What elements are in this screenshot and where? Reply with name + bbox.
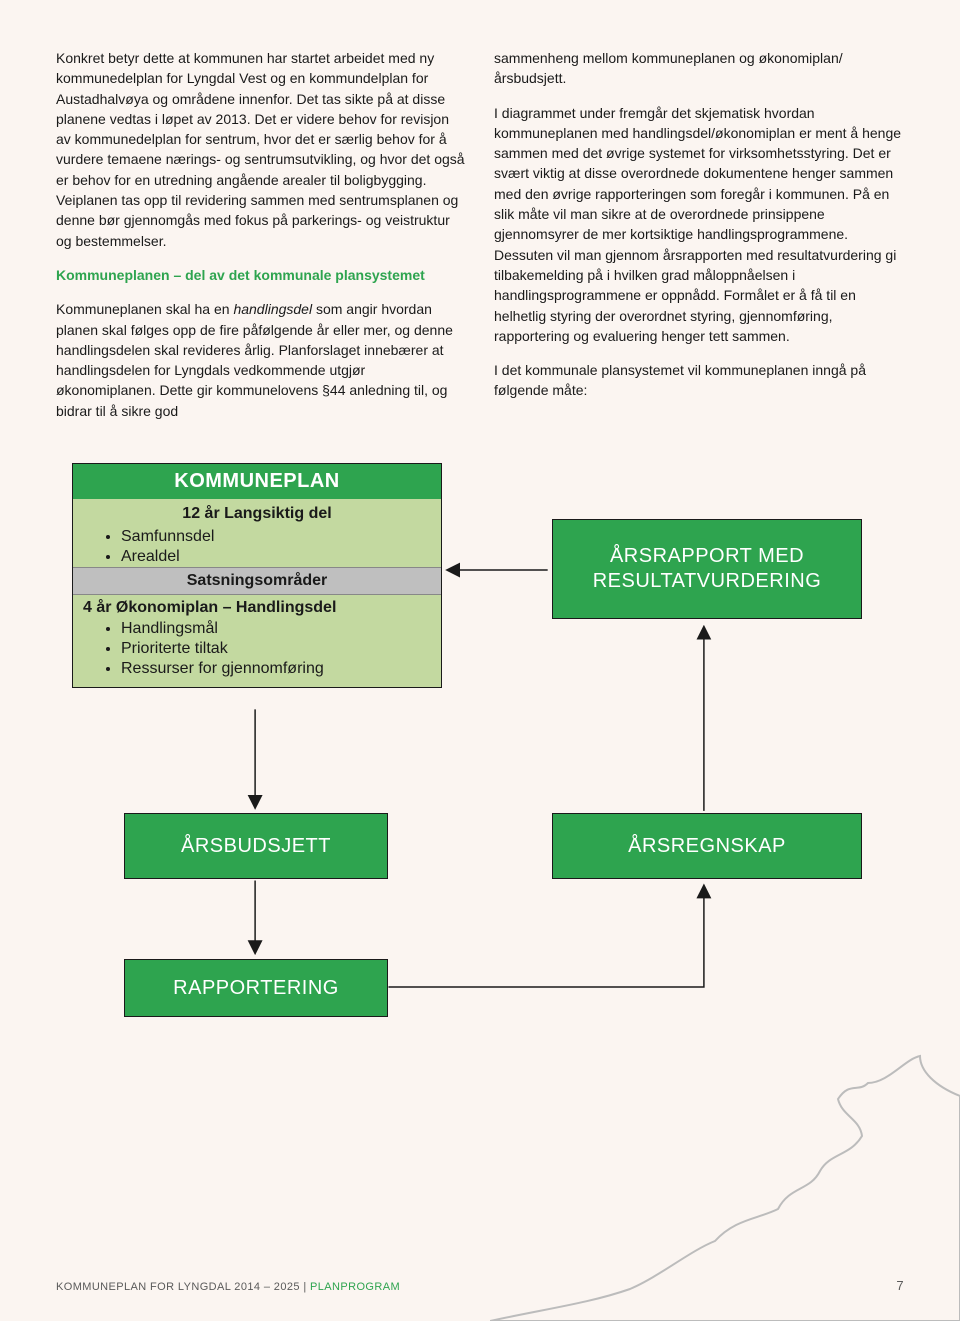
- rapportering-box: RAPPORTERING: [124, 959, 388, 1017]
- bullet-item: Ressurser for gjennomføring: [121, 659, 441, 679]
- footer-accent: PLANPROGRAM: [310, 1281, 400, 1293]
- satsning-bar: Satsningsområder: [73, 567, 441, 595]
- rapportering-label: RAPPORTERING: [173, 976, 339, 1001]
- text-columns: Konkret betyr dette at kommunen har star…: [56, 48, 904, 435]
- left-column: Konkret betyr dette at kommunen har star…: [56, 48, 466, 435]
- paragraph: sammenheng mellom kommuneplanen og økono…: [494, 48, 904, 89]
- right-column: sammenheng mellom kommuneplanen og økono…: [494, 48, 904, 435]
- footer-left: KOMMUNEPLAN FOR LYNGDAL 2014 – 2025 | PL…: [56, 1281, 400, 1293]
- plan-flowchart: KOMMUNEPLAN 12 år Langsiktig del Samfunn…: [72, 463, 888, 1103]
- bullet-item: Prioriterte tiltak: [121, 639, 441, 659]
- arsrapport-box: ÅRSRAPPORT MED RESULTATVURDERING: [552, 519, 862, 619]
- arsrapport-label: ÅRSRAPPORT MED RESULTATVURDERING: [593, 544, 822, 594]
- page: Konkret betyr dette at kommunen har star…: [0, 0, 960, 1321]
- okonomiplan-header: 4 år Økonomiplan – Handlingsdel: [73, 595, 441, 619]
- emphasis: handlingsdel: [233, 301, 312, 317]
- kommuneplan-box: KOMMUNEPLAN 12 år Langsiktig del Samfunn…: [72, 463, 442, 688]
- arsregnskap-label: ÅRSREGNSKAP: [628, 834, 786, 859]
- paragraph: I diagrammet under fremgår det skjematis…: [494, 103, 904, 347]
- arsregnskap-box: ÅRSREGNSKAP: [552, 813, 862, 879]
- paragraph: I det kommunale plansystemet vil kommune…: [494, 360, 904, 401]
- bullets-langsiktig: Samfunnsdel Arealdel: [73, 527, 441, 567]
- footer-text: KOMMUNEPLAN FOR LYNGDAL 2014 – 2025 |: [56, 1281, 310, 1293]
- bullet-item: Arealdel: [121, 547, 441, 567]
- text: som angir hvordan planen skal følges opp…: [56, 301, 453, 418]
- paragraph: Kommuneplanen skal ha en handlingsdel so…: [56, 299, 466, 421]
- page-footer: KOMMUNEPLAN FOR LYNGDAL 2014 – 2025 | PL…: [56, 1278, 904, 1293]
- bullet-item: Handlingsmål: [121, 619, 441, 639]
- arsbudsjett-box: ÅRSBUDSJETT: [124, 813, 388, 879]
- bullets-okonomiplan: Handlingsmål Prioriterte tiltak Ressurse…: [73, 619, 441, 687]
- kommuneplan-title: KOMMUNEPLAN: [73, 464, 441, 499]
- subheading: Kommuneplanen – del av det kommunale pla…: [56, 265, 466, 285]
- arsbudsjett-label: ÅRSBUDSJETT: [181, 834, 331, 859]
- bullet-item: Samfunnsdel: [121, 527, 441, 547]
- text: Kommuneplanen skal ha en: [56, 301, 233, 317]
- langsiktig-label: 12 år Langsiktig del: [73, 499, 441, 527]
- paragraph: Konkret betyr dette at kommunen har star…: [56, 48, 466, 251]
- page-number: 7: [896, 1278, 904, 1293]
